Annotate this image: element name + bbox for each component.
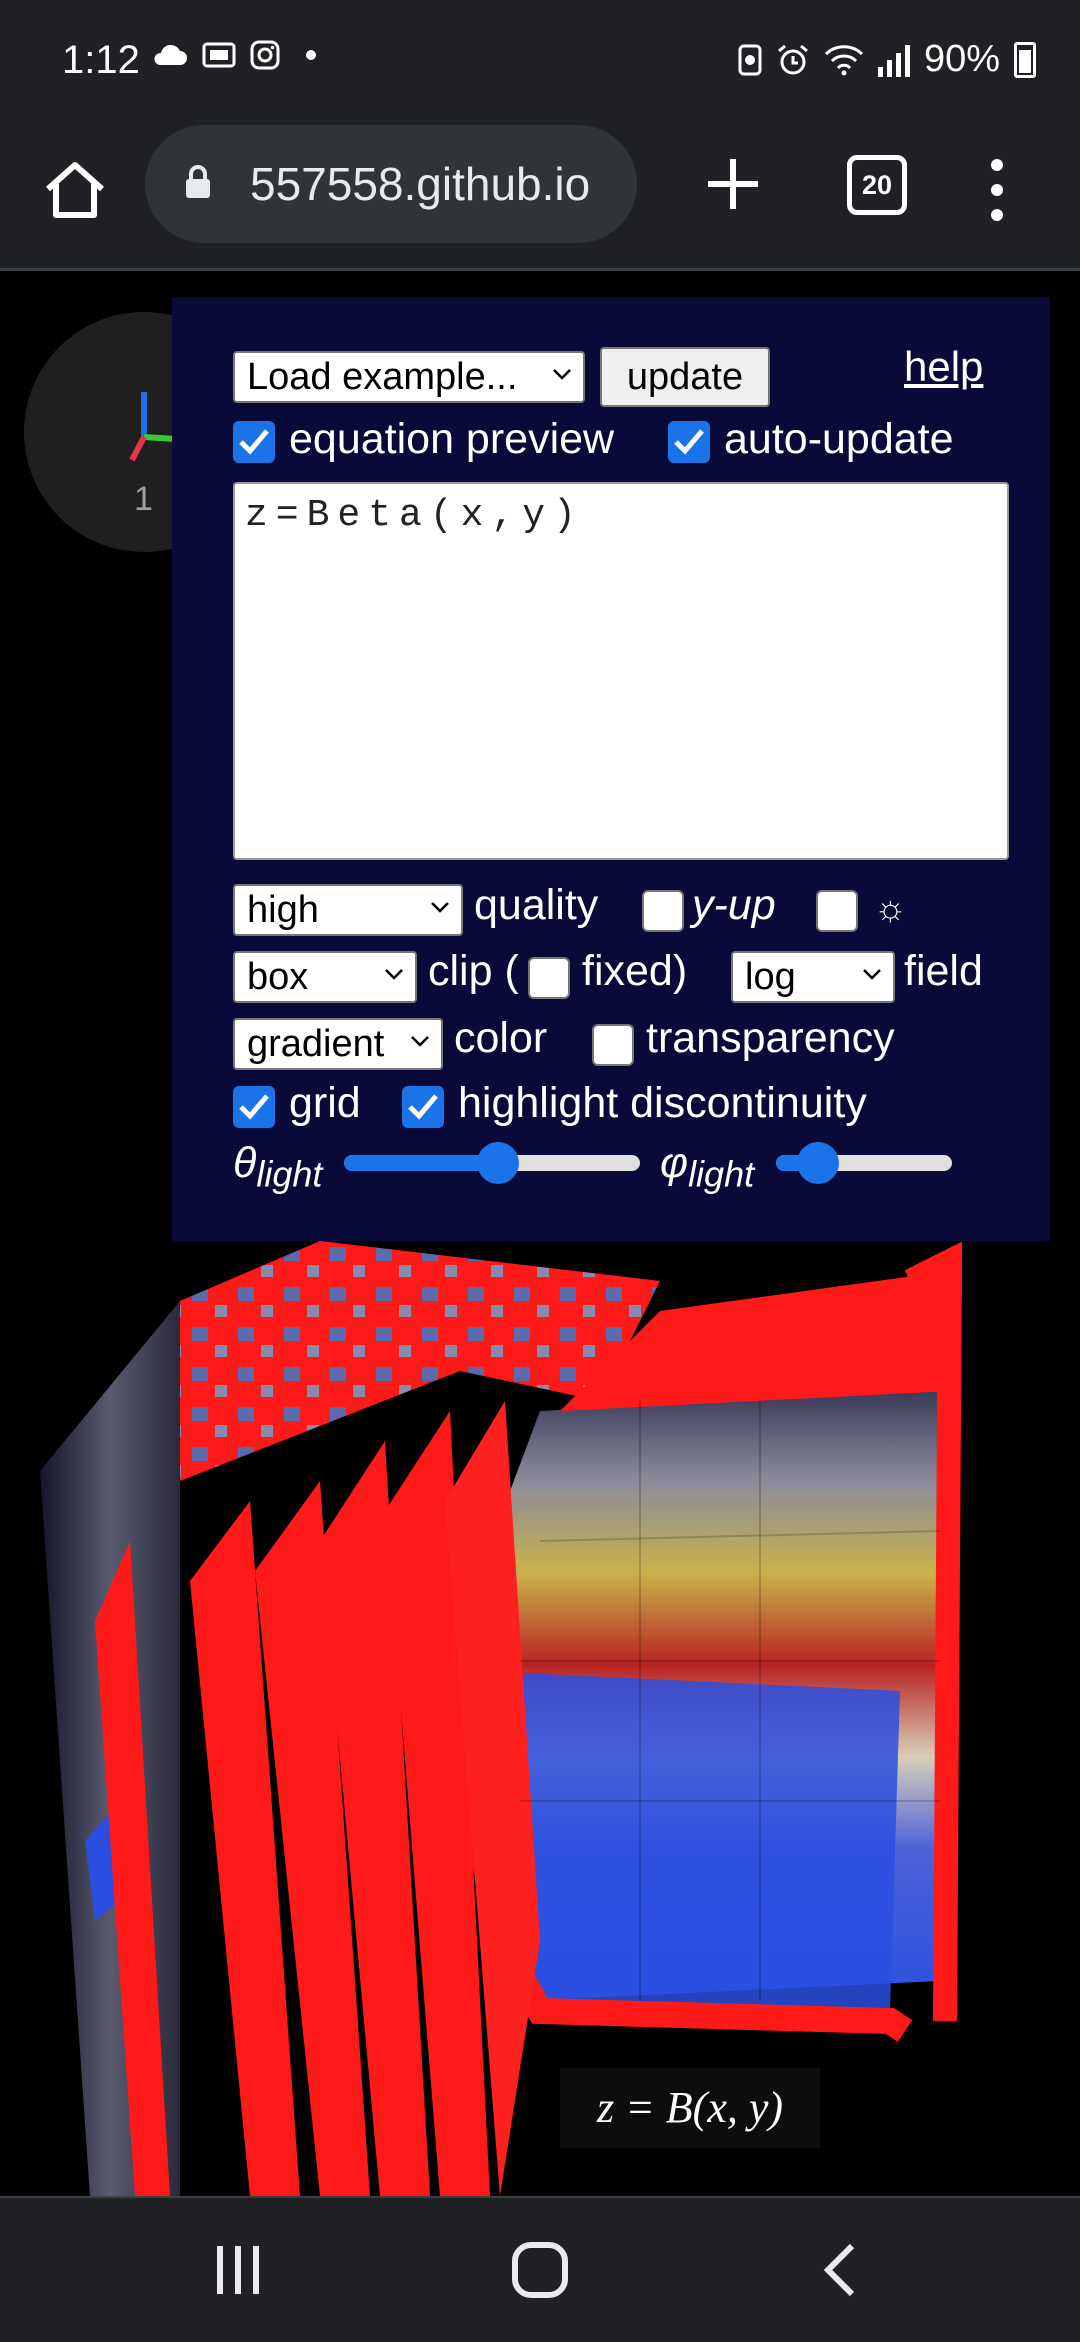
theta-light-label: θlight bbox=[233, 1139, 322, 1196]
phi-symbol: φ bbox=[660, 1139, 689, 1187]
fixed-clip-checkbox[interactable] bbox=[528, 957, 570, 999]
help-link[interactable]: help bbox=[904, 343, 984, 390]
surface-floor bbox=[480, 1671, 900, 2011]
wifi-icon bbox=[824, 44, 863, 75]
fixed-label: fixed) bbox=[582, 947, 688, 995]
field-select[interactable]: log bbox=[731, 951, 895, 1003]
z-axis-icon bbox=[129, 435, 147, 462]
status-time: 1:12 bbox=[62, 38, 140, 82]
theta-subscript: light bbox=[256, 1153, 323, 1195]
chevron-down-icon bbox=[385, 969, 403, 980]
quality-select-value: high bbox=[247, 889, 319, 931]
color-select[interactable]: gradient bbox=[233, 1018, 443, 1070]
instagram-icon bbox=[250, 40, 280, 70]
discontinuity-sheets bbox=[95, 1401, 540, 2196]
color-select-value: gradient bbox=[247, 1023, 385, 1065]
theta-light-slider-handle[interactable] bbox=[477, 1142, 519, 1184]
equation-preview-label: equation preview bbox=[289, 415, 615, 463]
signal-icon bbox=[877, 43, 910, 77]
example-select[interactable]: Load example... bbox=[233, 351, 585, 403]
address-bar[interactable]: 557558.github.io bbox=[145, 125, 637, 243]
chevron-down-icon bbox=[863, 969, 881, 980]
phi-light-slider-handle[interactable] bbox=[797, 1142, 839, 1184]
box-top-face bbox=[180, 1241, 660, 1481]
lock-icon[interactable] bbox=[185, 165, 211, 199]
example-select-value: Load example... bbox=[247, 356, 518, 398]
clip-select-value: box bbox=[247, 956, 309, 998]
highlight-discontinuity-label: highlight discontinuity bbox=[458, 1079, 867, 1127]
notification-icon bbox=[202, 42, 236, 68]
sun-icon: ☼ bbox=[874, 887, 907, 928]
checkmark-icon bbox=[408, 1094, 438, 1120]
phi-light-label: φlight bbox=[660, 1139, 754, 1196]
discontinuity-edge-right bbox=[904, 1241, 963, 2022]
url-text[interactable]: 557558.github.io bbox=[250, 158, 591, 210]
tab-switcher-button[interactable]: 20 bbox=[847, 155, 907, 215]
auto-update-checkbox[interactable] bbox=[668, 421, 710, 463]
phi-subscript: light bbox=[688, 1153, 755, 1195]
theta-light-slider-fill bbox=[344, 1155, 498, 1171]
status-icons-left bbox=[152, 40, 316, 70]
auto-update-label: auto-update bbox=[724, 415, 954, 463]
status-icons-right: 90% bbox=[738, 38, 1036, 81]
home-icon[interactable] bbox=[40, 155, 110, 225]
cloud-icon bbox=[154, 44, 187, 65]
clip-select[interactable]: box bbox=[233, 951, 417, 1003]
quality-label: quality bbox=[474, 881, 599, 929]
field-select-value: log bbox=[745, 956, 796, 998]
battery-percent: 90% bbox=[923, 38, 1000, 80]
screenshot-icon bbox=[738, 44, 762, 75]
status-bar: 1:12 90% bbox=[0, 0, 1080, 125]
theta-symbol: θ bbox=[233, 1139, 257, 1187]
equation-preview-checkbox[interactable] bbox=[233, 421, 275, 463]
chevron-down-icon bbox=[411, 1036, 429, 1047]
quality-select[interactable]: high bbox=[233, 884, 463, 936]
surface-plot[interactable] bbox=[0, 1241, 1080, 2196]
transparency-checkbox[interactable] bbox=[592, 1024, 634, 1066]
browser-toolbar: 557558.github.io 20 bbox=[0, 125, 1080, 271]
discontinuity-top-band bbox=[560, 1271, 950, 1411]
chevron-down-icon bbox=[553, 369, 571, 380]
update-button[interactable]: update bbox=[600, 347, 770, 407]
theta-light-slider[interactable] bbox=[344, 1142, 640, 1184]
transparency-label: transparency bbox=[646, 1014, 895, 1062]
control-panel: Load example... update help equation pre… bbox=[172, 297, 1050, 1241]
system-nav-bar bbox=[0, 2196, 1080, 2342]
checkmark-icon bbox=[239, 429, 269, 455]
grid-checkbox[interactable] bbox=[233, 1086, 275, 1128]
clip-label: clip ( bbox=[428, 947, 519, 995]
home-nav-icon[interactable] bbox=[510, 2240, 570, 2300]
checkmark-icon bbox=[674, 429, 704, 455]
field-label: field bbox=[904, 947, 983, 995]
y-up-label: y-up bbox=[692, 881, 776, 929]
equation-editor[interactable]: z=Beta(x,y) bbox=[233, 482, 1009, 860]
equation-caption: z = B(x, y) bbox=[560, 2068, 820, 2148]
recent-apps-icon[interactable] bbox=[208, 2240, 268, 2300]
chevron-down-icon bbox=[431, 902, 449, 913]
y-up-checkbox[interactable] bbox=[642, 890, 684, 932]
phi-light-slider[interactable] bbox=[776, 1142, 952, 1184]
grid-lines bbox=[520, 1401, 941, 2001]
more-options-icon[interactable] bbox=[987, 155, 1007, 225]
grid-label: grid bbox=[289, 1079, 361, 1127]
back-icon[interactable] bbox=[812, 2240, 872, 2300]
color-label: color bbox=[454, 1014, 548, 1062]
battery-icon bbox=[1014, 41, 1036, 78]
gizmo-label: 1 bbox=[134, 480, 153, 518]
checkmark-icon bbox=[239, 1094, 269, 1120]
light-checkbox[interactable] bbox=[816, 890, 858, 932]
highlight-discontinuity-checkbox[interactable] bbox=[402, 1086, 444, 1128]
dot-icon bbox=[306, 50, 316, 60]
alarm-icon bbox=[777, 44, 808, 74]
new-tab-icon[interactable] bbox=[700, 151, 766, 217]
plot-canvas[interactable] bbox=[0, 1241, 1080, 2196]
